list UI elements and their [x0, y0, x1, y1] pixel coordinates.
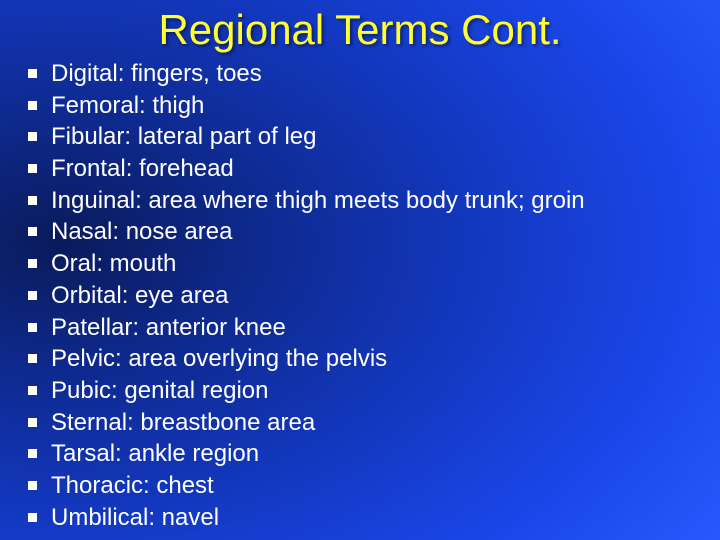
list-item: Pubic: genital region	[28, 375, 700, 406]
bullet-icon	[28, 291, 37, 300]
list-item-text: Digital: fingers, toes	[51, 58, 700, 89]
bullet-icon	[28, 164, 37, 173]
list-item: Femoral: thigh	[28, 90, 700, 121]
slide-title: Regional Terms Cont.	[0, 0, 720, 58]
list-item-text: Nasal: nose area	[51, 216, 700, 247]
bullet-icon	[28, 481, 37, 490]
bullet-icon	[28, 418, 37, 427]
list-item: Patellar: anterior knee	[28, 312, 700, 343]
bullet-icon	[28, 69, 37, 78]
bullet-icon	[28, 513, 37, 522]
list-item-text: Frontal: forehead	[51, 153, 700, 184]
bullet-icon	[28, 354, 37, 363]
list-item: Frontal: forehead	[28, 153, 700, 184]
list-item: Nasal: nose area	[28, 216, 700, 247]
list-item: Sternal: breastbone area	[28, 407, 700, 438]
list-item-text: Patellar: anterior knee	[51, 312, 700, 343]
list-item: Thoracic: chest	[28, 470, 700, 501]
list-item-text: Sternal: breastbone area	[51, 407, 700, 438]
list-item: Fibular: lateral part of leg	[28, 121, 700, 152]
list-item-text: Femoral: thigh	[51, 90, 700, 121]
list-item-text: Umbilical: navel	[51, 502, 700, 533]
list-item: Umbilical: navel	[28, 502, 700, 533]
list-item-text: Tarsal: ankle region	[51, 438, 700, 469]
list-item-text: Fibular: lateral part of leg	[51, 121, 700, 152]
list-item-text: Pubic: genital region	[51, 375, 700, 406]
list-item-text: Oral: mouth	[51, 248, 700, 279]
bullet-icon	[28, 227, 37, 236]
bullet-icon	[28, 323, 37, 332]
list-item: Inguinal: area where thigh meets body tr…	[28, 185, 700, 216]
list-item: Tarsal: ankle region	[28, 438, 700, 469]
bullet-icon	[28, 386, 37, 395]
bullet-icon	[28, 196, 37, 205]
bullet-icon	[28, 132, 37, 141]
slide: Regional Terms Cont. Digital: fingers, t…	[0, 0, 720, 540]
list-item: Oral: mouth	[28, 248, 700, 279]
bullet-icon	[28, 449, 37, 458]
list-item-text: Orbital: eye area	[51, 280, 700, 311]
list-item: Digital: fingers, toes	[28, 58, 700, 89]
list-item-text: Thoracic: chest	[51, 470, 700, 501]
list-item-text: Inguinal: area where thigh meets body tr…	[51, 185, 700, 216]
bullet-icon	[28, 259, 37, 268]
slide-content: Digital: fingers, toes Femoral: thigh Fi…	[0, 58, 720, 533]
list-item-text: Pelvic: area overlying the pelvis	[51, 343, 700, 374]
list-item: Pelvic: area overlying the pelvis	[28, 343, 700, 374]
bullet-icon	[28, 101, 37, 110]
list-item: Orbital: eye area	[28, 280, 700, 311]
